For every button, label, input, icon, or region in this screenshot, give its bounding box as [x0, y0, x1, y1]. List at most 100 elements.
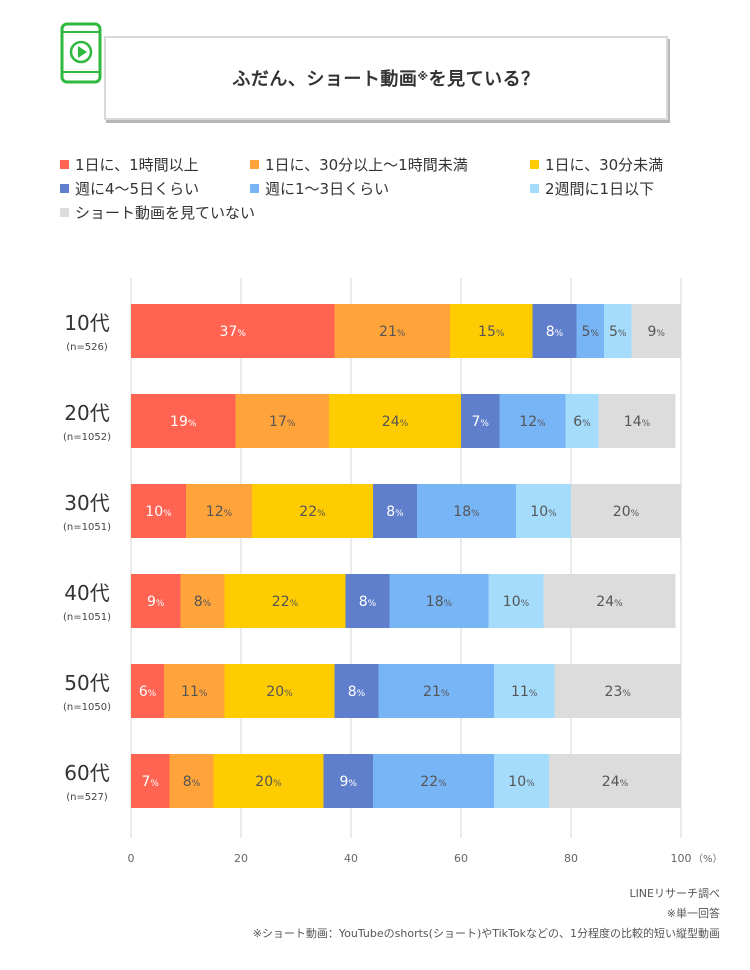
data-label: 8% — [546, 324, 564, 340]
bar-segment — [450, 304, 533, 358]
bar-segment — [323, 754, 373, 808]
legend-item: 1日に、1時間以上 — [60, 154, 199, 175]
bar-segment — [131, 484, 186, 538]
legend-label: 1日に、30分以上〜1時間未満 — [265, 156, 468, 174]
bar-segment — [488, 574, 544, 628]
category-label: 30代 — [64, 491, 109, 515]
bar-segment — [180, 574, 225, 628]
data-label: 18% — [426, 594, 453, 610]
data-label: 21% — [379, 324, 406, 340]
smartphone-play-icon — [60, 22, 102, 84]
category-label: 50代 — [64, 671, 109, 695]
data-label: 5% — [609, 324, 627, 340]
x-tick-label: 100 — [671, 852, 692, 865]
source-note-single-answer: ※単一回答 — [666, 907, 720, 920]
bar-segment — [373, 754, 494, 808]
bar-segment — [131, 754, 170, 808]
sample-size-label: (n=1051) — [63, 522, 111, 533]
data-label: 8% — [359, 594, 377, 610]
bar-segment — [494, 754, 549, 808]
bar-segment — [186, 484, 252, 538]
source-notes: LINEリサーチ調べ ※単一回答 ※ショート動画：YouTubeのshorts(… — [253, 884, 720, 944]
data-label: 24% — [602, 774, 629, 790]
data-label: 15% — [478, 324, 505, 340]
category-label: 10代 — [64, 311, 109, 335]
data-label: 22% — [420, 774, 447, 790]
bar-segment — [543, 574, 676, 628]
legend-item: 週に4〜5日くらい — [60, 178, 199, 199]
category-label: 40代 — [64, 581, 109, 605]
data-label: 8% — [183, 774, 201, 790]
category-label: 20代 — [64, 401, 109, 425]
bar-segment — [576, 304, 604, 358]
source-note-definition: ※ショート動画：YouTubeのshorts(ショート)やTikTokなどの、1… — [252, 927, 720, 940]
legend-swatch — [60, 208, 69, 217]
legend-label: 週に1〜3日くらい — [265, 180, 390, 198]
bar-segment — [224, 664, 335, 718]
bar-segment — [334, 664, 379, 718]
x-tick-label: 40 — [344, 852, 358, 865]
legend-swatch — [530, 184, 539, 193]
data-label: 37% — [220, 324, 247, 340]
x-tick-label: 20 — [234, 852, 248, 865]
bar-segment — [164, 664, 225, 718]
bar-segment — [131, 394, 236, 448]
data-label: 20% — [255, 774, 282, 790]
legend-label: ショート動画を見ていない — [75, 204, 256, 222]
bar-segment — [169, 754, 214, 808]
bar-segment — [598, 394, 676, 448]
bar-segment — [373, 484, 417, 538]
data-label: 17% — [269, 414, 296, 430]
data-label: 9% — [340, 774, 358, 790]
data-label: 7% — [472, 414, 490, 430]
sample-size-label: (n=1051) — [63, 612, 111, 623]
legend-label: 2週間に1日以下 — [545, 180, 655, 198]
sample-size-label: (n=526) — [66, 342, 108, 353]
sample-size-label: (n=1050) — [63, 702, 111, 713]
bar-segment — [329, 394, 461, 448]
bar-segment — [554, 664, 681, 718]
title-note-mark: ※ — [417, 69, 429, 83]
bar-segment — [224, 574, 346, 628]
bar-segment — [565, 394, 599, 448]
data-label: 9% — [648, 324, 666, 340]
data-label: 5% — [582, 324, 600, 340]
x-unit-label: （%） — [693, 853, 723, 865]
data-label: 10% — [503, 594, 530, 610]
title-suffix: を見ている？ — [428, 69, 540, 90]
source-credit: LINEリサーチ調べ — [629, 887, 720, 900]
data-label: 19% — [170, 414, 197, 430]
bar-segment — [494, 664, 555, 718]
x-tick-label: 60 — [454, 852, 468, 865]
legend-label: 1日に、30分未満 — [545, 156, 664, 174]
title-box — [104, 36, 668, 120]
title-main: ふだん、ショート動画 — [232, 69, 418, 90]
bar-segment — [389, 574, 489, 628]
data-label: 14% — [624, 414, 651, 430]
data-label: 6% — [139, 684, 157, 700]
x-tick-label: 0 — [128, 852, 135, 865]
data-label: 24% — [382, 414, 409, 430]
bar-segment — [417, 484, 516, 538]
data-label: 11% — [181, 684, 208, 700]
data-label: 18% — [453, 504, 480, 520]
data-label: 8% — [348, 684, 366, 700]
bar-segment — [499, 394, 566, 448]
legend-swatch — [60, 184, 69, 193]
data-label: 20% — [613, 504, 640, 520]
legend-item: 2週間に1日以下 — [530, 178, 654, 199]
data-label: 12% — [206, 504, 233, 520]
bar-segment — [532, 304, 577, 358]
legend-item: 1日に、30分未満 — [530, 154, 663, 175]
legend-item: 週に1〜3日くらい — [250, 178, 389, 199]
bar-segment — [213, 754, 324, 808]
bar-segment — [604, 304, 632, 358]
data-label: 24% — [596, 594, 623, 610]
bar-segment — [252, 484, 373, 538]
bar-segment — [549, 754, 681, 808]
legend-swatch — [250, 184, 259, 193]
x-tick-label: 80 — [564, 852, 578, 865]
legend-swatch — [250, 160, 259, 169]
data-label: 11% — [511, 684, 538, 700]
chart-title: ふだん、ショート動画 ※ を見ている？ — [104, 36, 668, 120]
